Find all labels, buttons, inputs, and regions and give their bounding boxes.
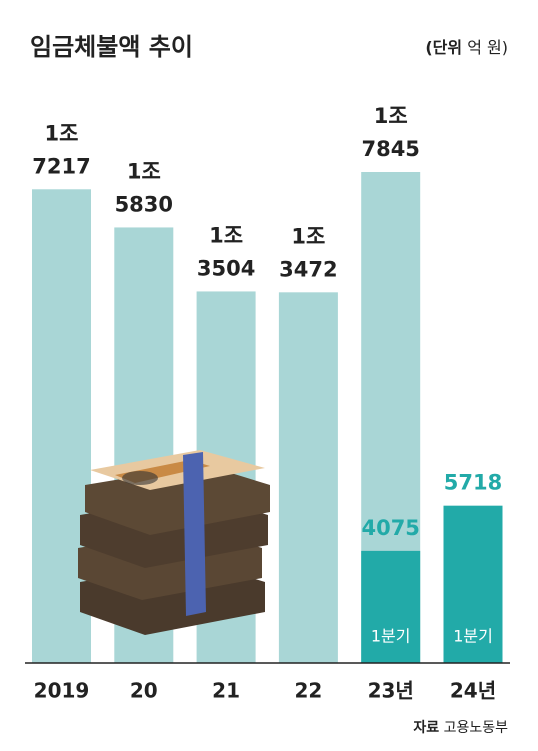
- chart-title: 임금체불액 추이: [30, 33, 193, 61]
- series-label: 1분기: [453, 627, 493, 646]
- value-label: 1조 3472: [279, 224, 337, 281]
- series-label: 1분기: [371, 627, 411, 646]
- value-label: 1조 5830: [115, 159, 173, 216]
- value-label: 5718: [444, 471, 502, 495]
- x-tick-label: 21: [212, 679, 240, 703]
- unit-note: (단위 억 원): [425, 38, 508, 57]
- source: 고용노동부: [444, 720, 509, 736]
- bill-strap: [183, 452, 206, 616]
- x-tick-label: 23년: [368, 679, 414, 703]
- value-label: 1조 7845: [361, 104, 419, 161]
- bill-portrait: [122, 471, 158, 485]
- source-note: 자료 고용노동부: [413, 720, 508, 736]
- money-illustration: [78, 450, 270, 635]
- x-tick-label: 2019: [34, 679, 90, 703]
- value-label: 1조 3504: [197, 223, 255, 280]
- bars: [32, 172, 503, 663]
- value-label: 4075: [361, 516, 419, 540]
- value-label: 1조 7217: [32, 121, 90, 178]
- source-label: 자료: [413, 720, 439, 736]
- x-tick-label: 22: [294, 679, 322, 703]
- x-tick-label: 20: [130, 679, 158, 703]
- unit-label: (단위: [425, 38, 462, 57]
- x-tick-label: 24년: [450, 679, 496, 703]
- bar: [361, 550, 421, 663]
- bar: [443, 505, 503, 663]
- bar: [278, 292, 338, 663]
- unit: 억 원): [467, 38, 508, 57]
